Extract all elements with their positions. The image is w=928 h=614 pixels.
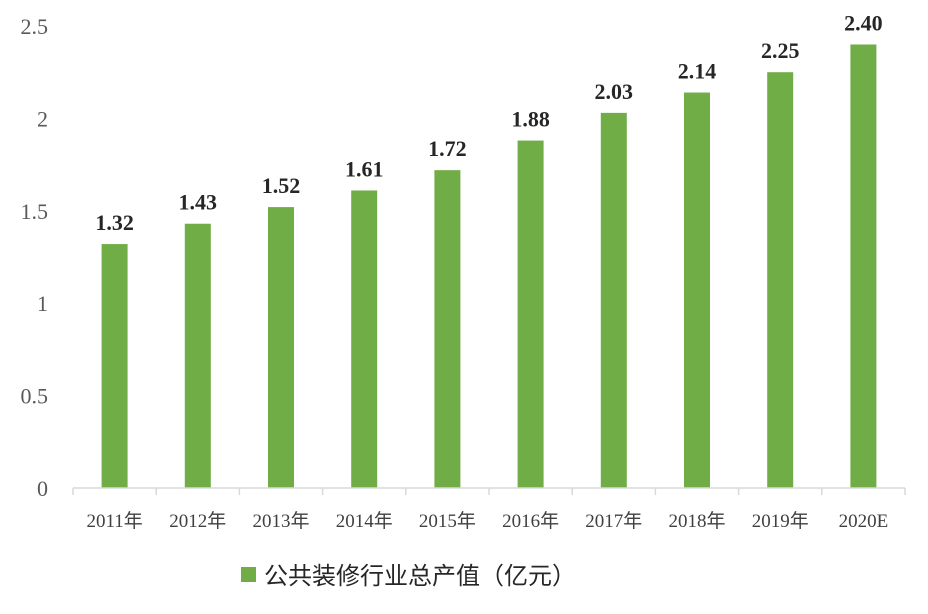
- bar: [184, 223, 211, 488]
- bars: [101, 44, 877, 489]
- data-labels: 1.32 1.43 1.52 1.61 1.72 1.88 2.03 2.14 2.25 2.40: [95, 10, 882, 235]
- bar: [101, 244, 128, 488]
- bar: [767, 72, 794, 488]
- x-tick-label: 2019年: [752, 510, 809, 532]
- data-label: 2.03: [595, 79, 634, 104]
- y-axis-ticks: 0 0.5 1 1.5 2 2.5: [21, 14, 49, 501]
- x-tick-label: 2012年: [169, 510, 226, 532]
- y-tick-label: 1.5: [21, 199, 49, 224]
- x-tick-label: 2011年: [86, 510, 142, 532]
- bar: [434, 170, 461, 489]
- data-label: 2.40: [844, 10, 883, 35]
- legend-label: 公共装修行业总产值（亿元）: [264, 562, 576, 590]
- data-label: 1.72: [428, 136, 467, 161]
- x-tick-label: 2017年: [585, 510, 642, 532]
- x-tick-label: 2018年: [668, 510, 725, 532]
- legend: 公共装修行业总产值（亿元）: [241, 562, 576, 590]
- bar: [268, 207, 294, 488]
- bar: [684, 92, 710, 488]
- data-label: 1.88: [511, 107, 550, 132]
- x-tick-label: 2020E: [839, 511, 889, 532]
- y-tick-label: 1: [37, 291, 48, 316]
- data-label: 1.61: [345, 156, 384, 181]
- data-label: 1.32: [95, 210, 134, 235]
- x-tick-label: 2016年: [502, 510, 559, 532]
- legend-swatch: [241, 567, 256, 582]
- x-tick-label: 2015年: [419, 510, 476, 532]
- x-axis-labels: 2011年 2012年 2013年 2014年 2015年 2016年 2017年 2018年…: [86, 510, 888, 532]
- bar: [517, 140, 544, 489]
- data-label: 2.14: [678, 59, 717, 84]
- x-tick-label: 2014年: [336, 510, 393, 532]
- bar: [600, 112, 627, 488]
- x-tick-label: 2013年: [252, 510, 309, 532]
- bar: [850, 44, 877, 488]
- y-tick-label: 2: [37, 106, 48, 131]
- y-tick-label: 0.5: [21, 384, 49, 409]
- y-tick-label: 2.5: [21, 14, 49, 39]
- data-label: 1.43: [179, 190, 218, 215]
- data-label: 1.52: [262, 173, 301, 198]
- y-tick-label: 0: [37, 476, 48, 501]
- data-label: 2.25: [761, 38, 800, 63]
- bar: [351, 190, 378, 489]
- x-axis-tick-marks: [72, 488, 906, 495]
